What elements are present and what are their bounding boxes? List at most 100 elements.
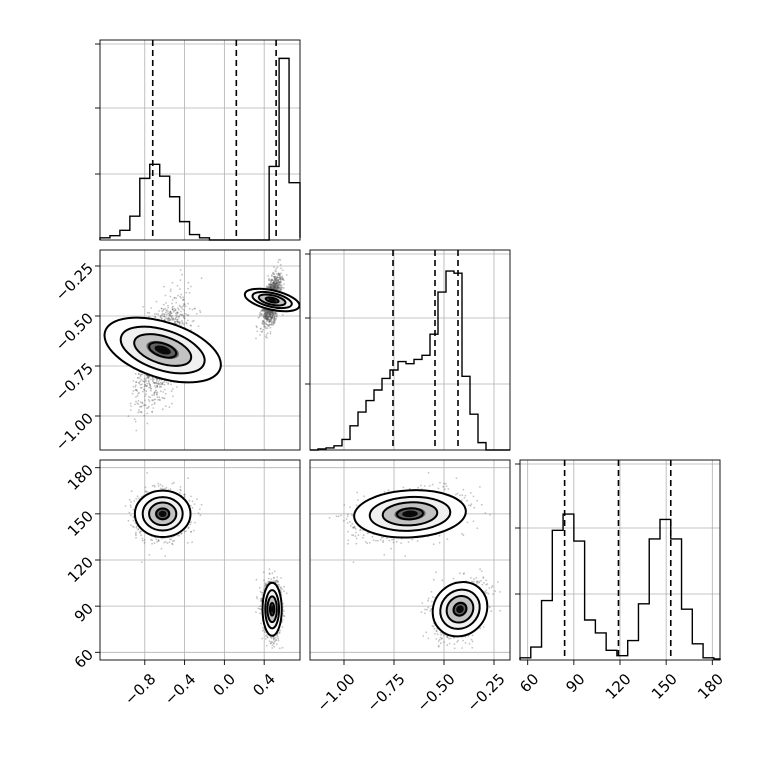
scatter-point (159, 390, 162, 393)
scatter-point (130, 501, 133, 503)
scatter-point (165, 381, 168, 384)
scatter-point (169, 313, 171, 315)
scatter-point (269, 311, 272, 314)
scatter-point (153, 385, 156, 387)
scatter-point (273, 282, 275, 285)
scatter-point (265, 334, 268, 336)
scatter-point (181, 314, 183, 316)
scatter-point (277, 286, 280, 289)
scatter-point (159, 487, 162, 490)
scatter-point (278, 273, 280, 276)
scatter-point (273, 576, 275, 579)
scatter-point (269, 318, 272, 321)
scatter-point (277, 272, 280, 275)
scatter-point (273, 281, 275, 284)
scatter-point (264, 316, 267, 318)
scatter-point (169, 290, 172, 292)
scatter-point (199, 508, 201, 510)
scatter-point (178, 534, 181, 537)
scatter-point (266, 319, 269, 321)
scatter-point (268, 320, 270, 322)
scatter-point (261, 320, 264, 322)
scatter-point (267, 315, 270, 318)
scatter-point (280, 281, 282, 284)
scatter-point (281, 286, 284, 289)
scatter-point (268, 311, 271, 314)
scatter-point (276, 275, 279, 278)
scatter-point (259, 334, 261, 336)
scatter-point (272, 636, 275, 639)
scatter-point (136, 394, 139, 397)
scatter-point (132, 516, 135, 519)
scatter-point (162, 308, 165, 311)
scatter-point (269, 642, 272, 645)
scatter-point (268, 310, 270, 312)
scatter-point (261, 309, 264, 312)
scatter-point (270, 316, 273, 319)
scatter-point (278, 585, 280, 588)
scatter-point (175, 314, 178, 317)
scatter-point (273, 312, 275, 315)
scatter-point (268, 287, 270, 289)
scatter-point (161, 381, 164, 384)
scatter-point (140, 405, 142, 408)
scatter-point (267, 312, 270, 315)
scatter-point (168, 314, 171, 317)
scatter-point (134, 389, 137, 391)
scatter-point (180, 532, 183, 535)
scatter-point (273, 320, 276, 323)
scatter-point (271, 311, 274, 314)
scatter-point (264, 317, 267, 320)
scatter-point (274, 269, 277, 272)
scatter-point (274, 317, 276, 320)
scatter-point (151, 399, 154, 402)
scatter-point (272, 638, 275, 640)
scatter-point (161, 383, 164, 385)
scatter-point (170, 315, 173, 317)
scatter-point (161, 485, 164, 488)
scatter-point (172, 317, 174, 319)
scatter-point (270, 311, 273, 314)
scatter-point (255, 325, 258, 328)
scatter-point (275, 278, 277, 280)
scatter-point (152, 380, 154, 383)
scatter-point (271, 317, 274, 319)
scatter-point (185, 322, 188, 325)
scatter-point (275, 279, 278, 282)
contour-line (133, 333, 193, 367)
scatter-point (269, 286, 272, 289)
scatter-point (145, 377, 148, 380)
scatter-point (259, 311, 262, 314)
scatter-point (273, 316, 275, 319)
scatter-point (182, 316, 185, 319)
scatter-point (274, 276, 277, 278)
scatter-point (269, 312, 272, 314)
scatter-point (140, 411, 143, 413)
scatter-point (161, 408, 164, 411)
scatter-point (270, 311, 273, 314)
scatter-point (269, 279, 272, 281)
scatter-point (162, 309, 165, 312)
scatter-point (270, 285, 272, 288)
scatter-point (150, 307, 153, 309)
scatter-point (193, 503, 196, 505)
scatter-point (132, 380, 135, 382)
scatter-point (171, 308, 174, 311)
scatter-point (157, 538, 160, 541)
scatter-point (265, 314, 268, 317)
scatter-point (275, 267, 277, 270)
scatter-point (275, 279, 278, 282)
scatter-point (264, 314, 266, 317)
scatter-point (155, 391, 158, 394)
scatter-point (273, 286, 275, 289)
scatter-point (140, 378, 143, 381)
contour-line (264, 296, 280, 304)
scatter-point (180, 297, 183, 299)
scatter-point (179, 305, 182, 308)
scatter-point (137, 528, 140, 530)
scatter-point (268, 319, 271, 321)
scatter-point (159, 386, 161, 389)
scatter-point (183, 495, 186, 498)
scatter-point (266, 310, 269, 312)
scatter-point (171, 302, 173, 305)
